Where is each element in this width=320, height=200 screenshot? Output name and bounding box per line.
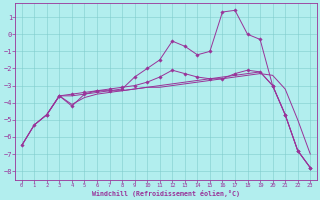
X-axis label: Windchill (Refroidissement éolien,°C): Windchill (Refroidissement éolien,°C) <box>92 190 240 197</box>
